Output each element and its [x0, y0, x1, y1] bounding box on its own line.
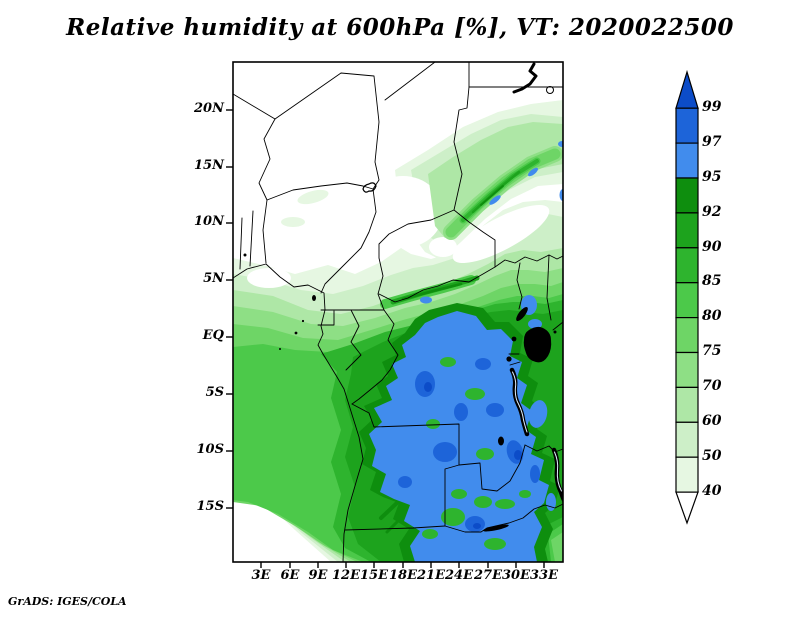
colorbar-label: 90 — [702, 239, 722, 255]
lon-label: 12E — [332, 568, 360, 583]
colorbar-label: 92 — [702, 204, 722, 220]
lat-label: EQ — [202, 328, 224, 343]
lon-label: 18E — [389, 568, 417, 583]
colorbar-label: 75 — [702, 343, 722, 359]
humidity-field — [233, 62, 563, 562]
lat-label: 10N — [194, 214, 224, 229]
colorbar-label: 97 — [702, 134, 722, 150]
lat-label: 5N — [203, 271, 224, 286]
colorbar-arrow-top — [675, 69, 699, 109]
plot-title: Relative humidity at 600hPa [%], VT: 202… — [66, 14, 734, 41]
lon-label: 30E — [502, 568, 530, 583]
axis-ticks — [226, 109, 545, 568]
colorbar-label: 50 — [702, 448, 722, 464]
lat-label: 10S — [196, 442, 224, 457]
lon-label: 3E — [251, 568, 271, 583]
lon-label: 24E — [445, 568, 473, 583]
country-borders — [233, 62, 563, 533]
lat-label: 15N — [194, 158, 224, 173]
colorbar-label: 95 — [702, 169, 722, 185]
lat-label: 5S — [205, 385, 224, 400]
colorbar-label: 60 — [702, 413, 722, 429]
colorbar-label: 85 — [702, 273, 722, 289]
colorbar — [675, 69, 699, 525]
lon-label: 33E — [530, 568, 558, 583]
colorbar-label: 70 — [702, 378, 722, 394]
colorbar-label: 80 — [702, 308, 722, 324]
lon-label: 6E — [280, 568, 300, 583]
map-panel — [226, 61, 564, 568]
colorbar-label: 40 — [702, 483, 722, 499]
lon-label: 15E — [360, 568, 388, 583]
lat-label: 20N — [194, 101, 224, 116]
lon-label: 27E — [474, 568, 502, 583]
grads-attribution: GrADS: IGES/COLA — [8, 595, 127, 608]
lon-label: 21E — [417, 568, 445, 583]
colorbar-label: 99 — [702, 99, 722, 115]
lakes-and-rivers — [243, 62, 563, 532]
coastline — [233, 263, 364, 562]
colorbar-arrow-bottom — [675, 491, 699, 525]
lon-label: 9E — [308, 568, 328, 583]
lat-label: 15S — [196, 499, 224, 514]
plot-frame — [232, 61, 564, 563]
